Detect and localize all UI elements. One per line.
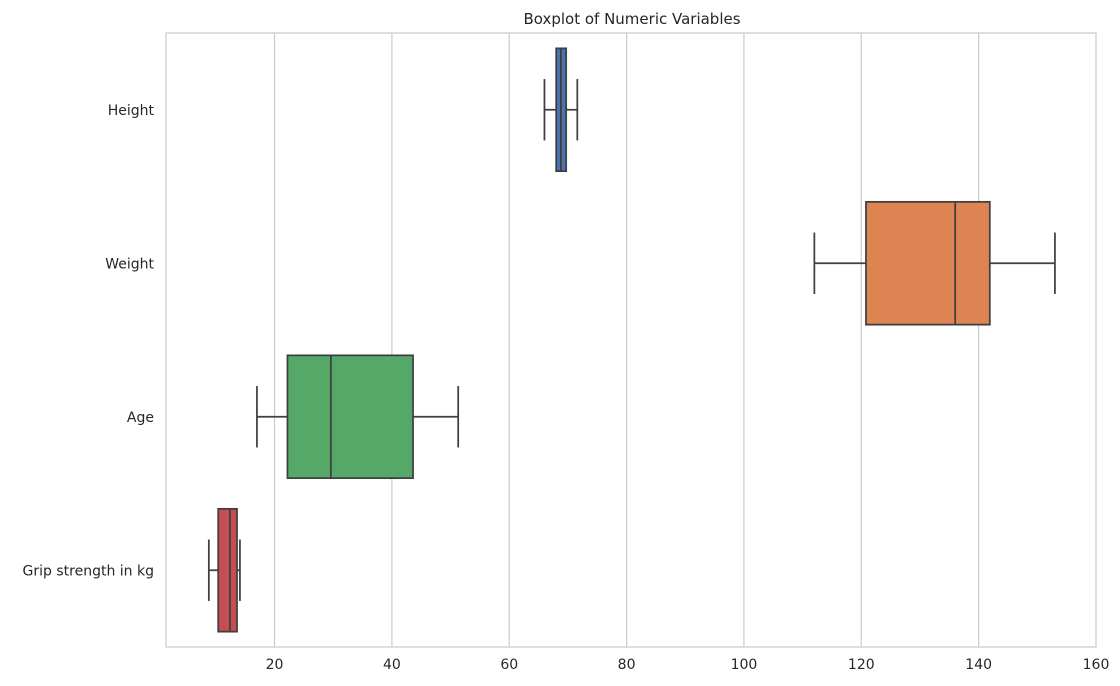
y-tick-label: Height xyxy=(108,103,155,119)
box-grip-strength-in-kg xyxy=(207,507,241,633)
x-tick-label: 60 xyxy=(500,657,518,673)
plot-frame xyxy=(165,32,1097,648)
y-tick-labels: Height Weight Age Grip strength in kg xyxy=(23,103,155,580)
iqr-box xyxy=(286,354,414,480)
x-tick-label: 160 xyxy=(1083,657,1110,673)
y-tick-label: Grip strength in kg xyxy=(23,563,154,579)
x-tick-label: 100 xyxy=(731,657,758,673)
boxes xyxy=(207,47,1056,633)
box-height xyxy=(543,47,579,173)
x-tick-label: 40 xyxy=(383,657,401,673)
x-gridlines xyxy=(273,33,980,647)
box-weight xyxy=(813,200,1056,326)
box-age xyxy=(256,354,460,480)
x-tick-label: 80 xyxy=(618,657,636,673)
y-tick-label: Weight xyxy=(105,256,154,272)
y-tick-label: Age xyxy=(127,410,154,426)
x-tick-label: 20 xyxy=(266,657,284,673)
chart-title: Boxplot of Numeric Variables xyxy=(523,10,740,28)
iqr-box xyxy=(865,200,991,326)
x-tick-labels: 20 40 60 80 100 120 140 160 xyxy=(266,657,1110,673)
x-tick-label: 120 xyxy=(848,657,875,673)
iqr-box xyxy=(217,507,238,633)
x-tick-label: 140 xyxy=(965,657,992,673)
